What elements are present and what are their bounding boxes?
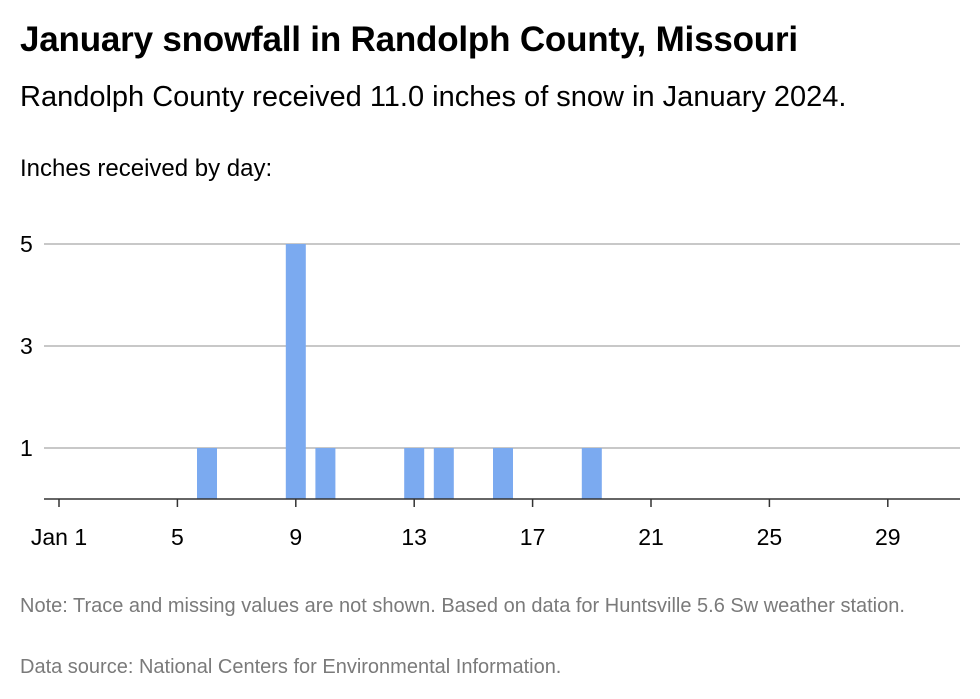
- y-tick-label-3: 3: [20, 333, 33, 359]
- x-tick-label-25: 25: [757, 524, 783, 550]
- bar-day-19: [581, 448, 602, 499]
- y-axis-label: Inches received by day:: [20, 155, 273, 182]
- x-tick-label-1: Jan 1: [31, 524, 87, 550]
- bar-day-13: [404, 448, 425, 499]
- gridlines: 1 3 5: [20, 231, 960, 461]
- bars: [197, 244, 602, 499]
- x-tick-label-29: 29: [875, 524, 901, 550]
- bar-day-6: [197, 448, 217, 499]
- bar-day-16: [493, 448, 513, 499]
- snowfall-bar-chart: 135 Jan 1 5 9 13 17 21 25 29: [20, 231, 960, 550]
- x-axis: Jan 1 5 9 13 17 21 25 29: [31, 498, 960, 550]
- bar-day-14: [433, 448, 454, 499]
- x-tick-label-21: 21: [638, 524, 664, 550]
- bar-day-10: [315, 448, 336, 499]
- data-source: Data source: National Centers for Enviro…: [20, 656, 562, 678]
- x-tick-label-17: 17: [520, 524, 546, 550]
- bar-day-9: [285, 244, 306, 499]
- x-tick-label-13: 13: [401, 524, 427, 550]
- y-tick-label-5: 5: [20, 231, 33, 257]
- chart-subtitle: Randolph County received 11.0 inches of …: [20, 81, 847, 113]
- y-tick-label-1: 1: [20, 435, 33, 461]
- x-tick-label-9: 9: [289, 524, 302, 550]
- chart-title: January snowfall in Randolph County, Mis…: [20, 20, 798, 59]
- x-tick-label-5: 5: [171, 524, 184, 550]
- chart-note: Note: Trace and missing values are not s…: [20, 595, 905, 617]
